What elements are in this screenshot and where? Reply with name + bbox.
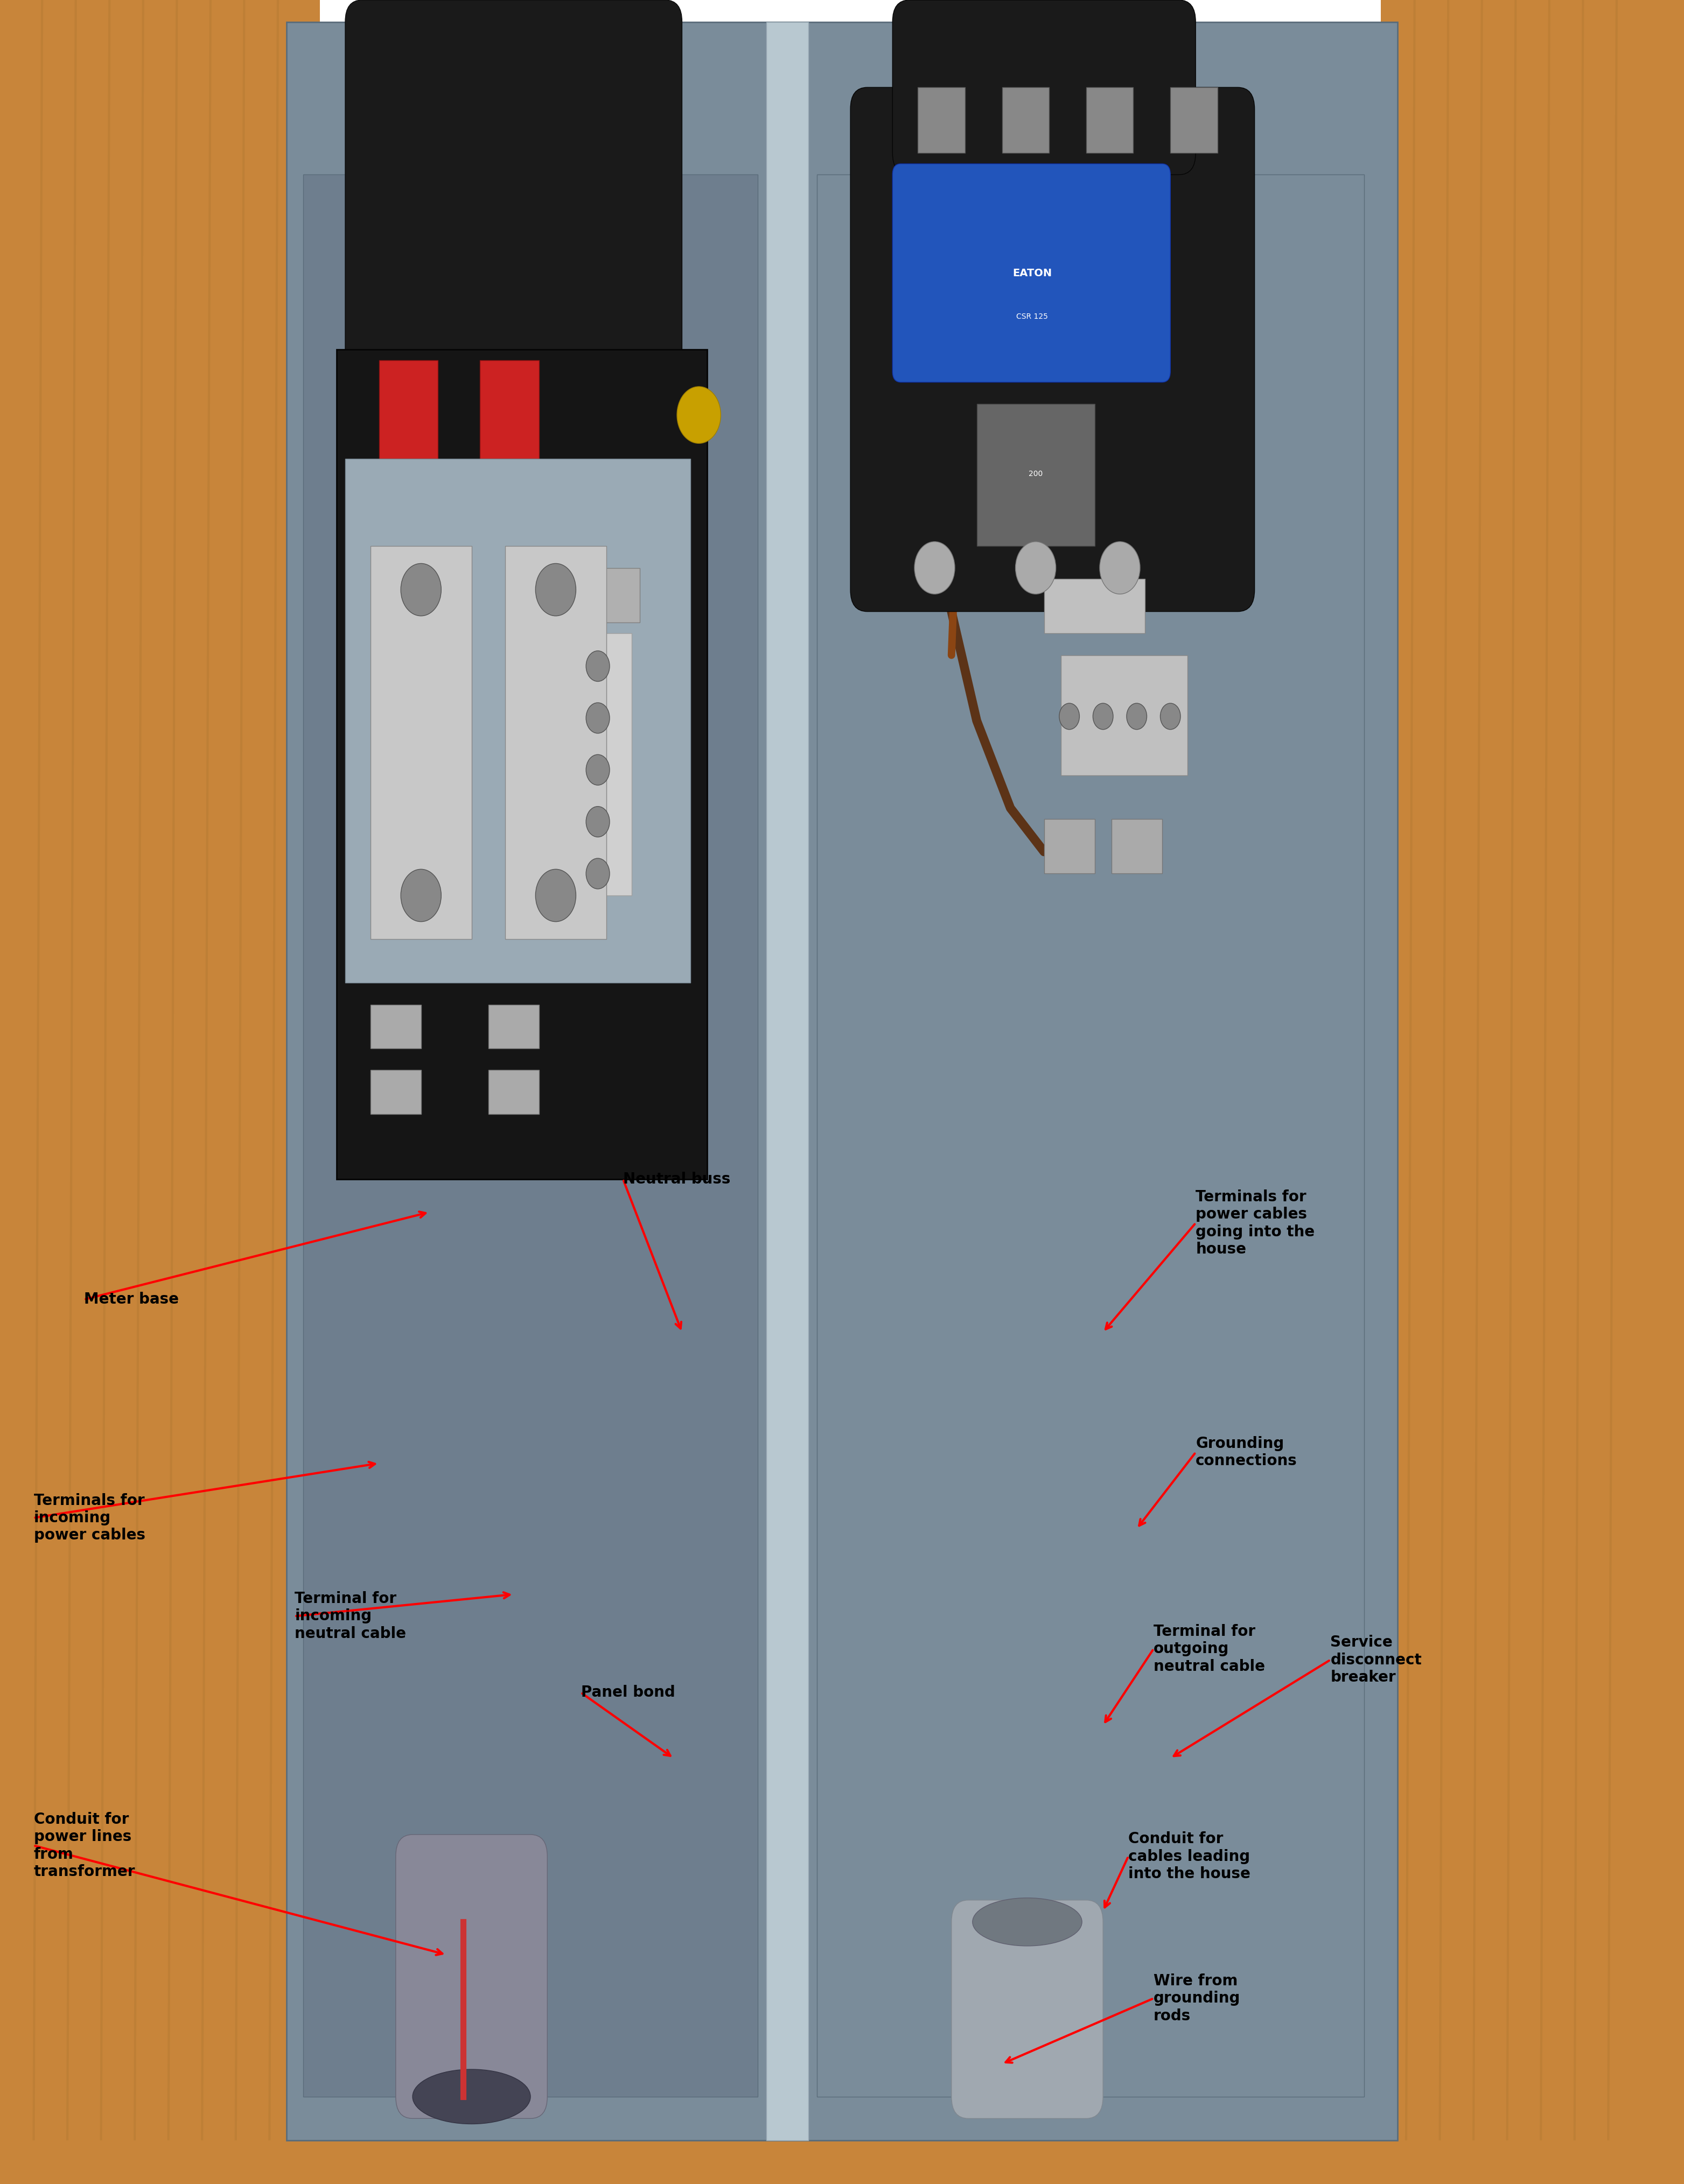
Text: EATON: EATON [1012, 269, 1052, 277]
Circle shape [586, 753, 610, 784]
Bar [547, 568, 640, 622]
Text: 200: 200 [1029, 470, 1042, 478]
Circle shape [1059, 703, 1079, 729]
Bar [488, 1070, 539, 1114]
Circle shape [1093, 703, 1113, 729]
FancyBboxPatch shape [345, 0, 682, 415]
FancyBboxPatch shape [951, 1900, 1103, 2118]
Bar [505, 546, 606, 939]
Text: Panel bond: Panel bond [581, 1686, 675, 1699]
Bar [1111, 819, 1162, 874]
Circle shape [536, 869, 576, 922]
FancyBboxPatch shape [850, 87, 1255, 612]
Bar [370, 546, 472, 939]
Text: Terminals for
power cables
going into the
house: Terminals for power cables going into th… [1196, 1190, 1315, 1256]
Circle shape [1127, 703, 1147, 729]
Bar [977, 404, 1095, 546]
FancyBboxPatch shape [893, 164, 1170, 382]
Bar [370, 1005, 421, 1048]
Text: Wire from
grounding
rods: Wire from grounding rods [1154, 1974, 1241, 2022]
Bar [345, 459, 690, 983]
Circle shape [914, 542, 955, 594]
Bar [480, 360, 539, 459]
Circle shape [586, 858, 610, 889]
Text: Terminal for
incoming
neutral cable: Terminal for incoming neutral cable [295, 1592, 406, 1640]
Text: Neutral buss: Neutral buss [623, 1173, 731, 1186]
Circle shape [1015, 542, 1056, 594]
Circle shape [401, 869, 441, 922]
Text: Conduit for
cables leading
into the house: Conduit for cables leading into the hous… [1128, 1832, 1251, 1880]
Circle shape [586, 703, 610, 734]
Bar [1170, 87, 1218, 153]
Bar [1061, 655, 1187, 775]
Bar [0, 0, 320, 2140]
Text: Terminal for
outgoing
neutral cable: Terminal for outgoing neutral cable [1154, 1625, 1265, 1673]
Circle shape [677, 387, 721, 443]
Text: Grounding
connections: Grounding connections [1196, 1437, 1297, 1468]
Text: Terminals for
incoming
power cables: Terminals for incoming power cables [34, 1494, 145, 1542]
Circle shape [586, 806, 610, 836]
Ellipse shape [972, 1898, 1081, 1946]
Circle shape [536, 563, 576, 616]
Bar [0, 2140, 1684, 2184]
Text: CSR 125: CSR 125 [1017, 312, 1047, 321]
Circle shape [401, 563, 441, 616]
Bar [488, 1005, 539, 1048]
FancyBboxPatch shape [396, 1835, 547, 2118]
Ellipse shape [413, 2070, 530, 2123]
Bar [370, 1070, 421, 1114]
Bar [817, 175, 1364, 2097]
Bar [379, 360, 438, 459]
Circle shape [1100, 542, 1140, 594]
Bar [564, 633, 632, 895]
Bar [286, 22, 1398, 2140]
Text: Conduit for
power lines
from
transformer: Conduit for power lines from transformer [34, 1813, 135, 1878]
Text: Service
disconnect
breaker: Service disconnect breaker [1330, 1636, 1421, 1684]
Bar [1044, 579, 1145, 633]
Text: Meter base: Meter base [84, 1293, 179, 1306]
Bar [1002, 87, 1049, 153]
Bar [766, 22, 808, 2140]
Bar [1044, 819, 1095, 874]
Circle shape [586, 651, 610, 681]
Circle shape [1160, 703, 1180, 729]
Bar [303, 175, 758, 2097]
FancyBboxPatch shape [893, 0, 1196, 175]
Bar [1086, 87, 1133, 153]
Bar [1381, 0, 1684, 2140]
Bar [918, 87, 965, 153]
Bar [337, 349, 707, 1179]
